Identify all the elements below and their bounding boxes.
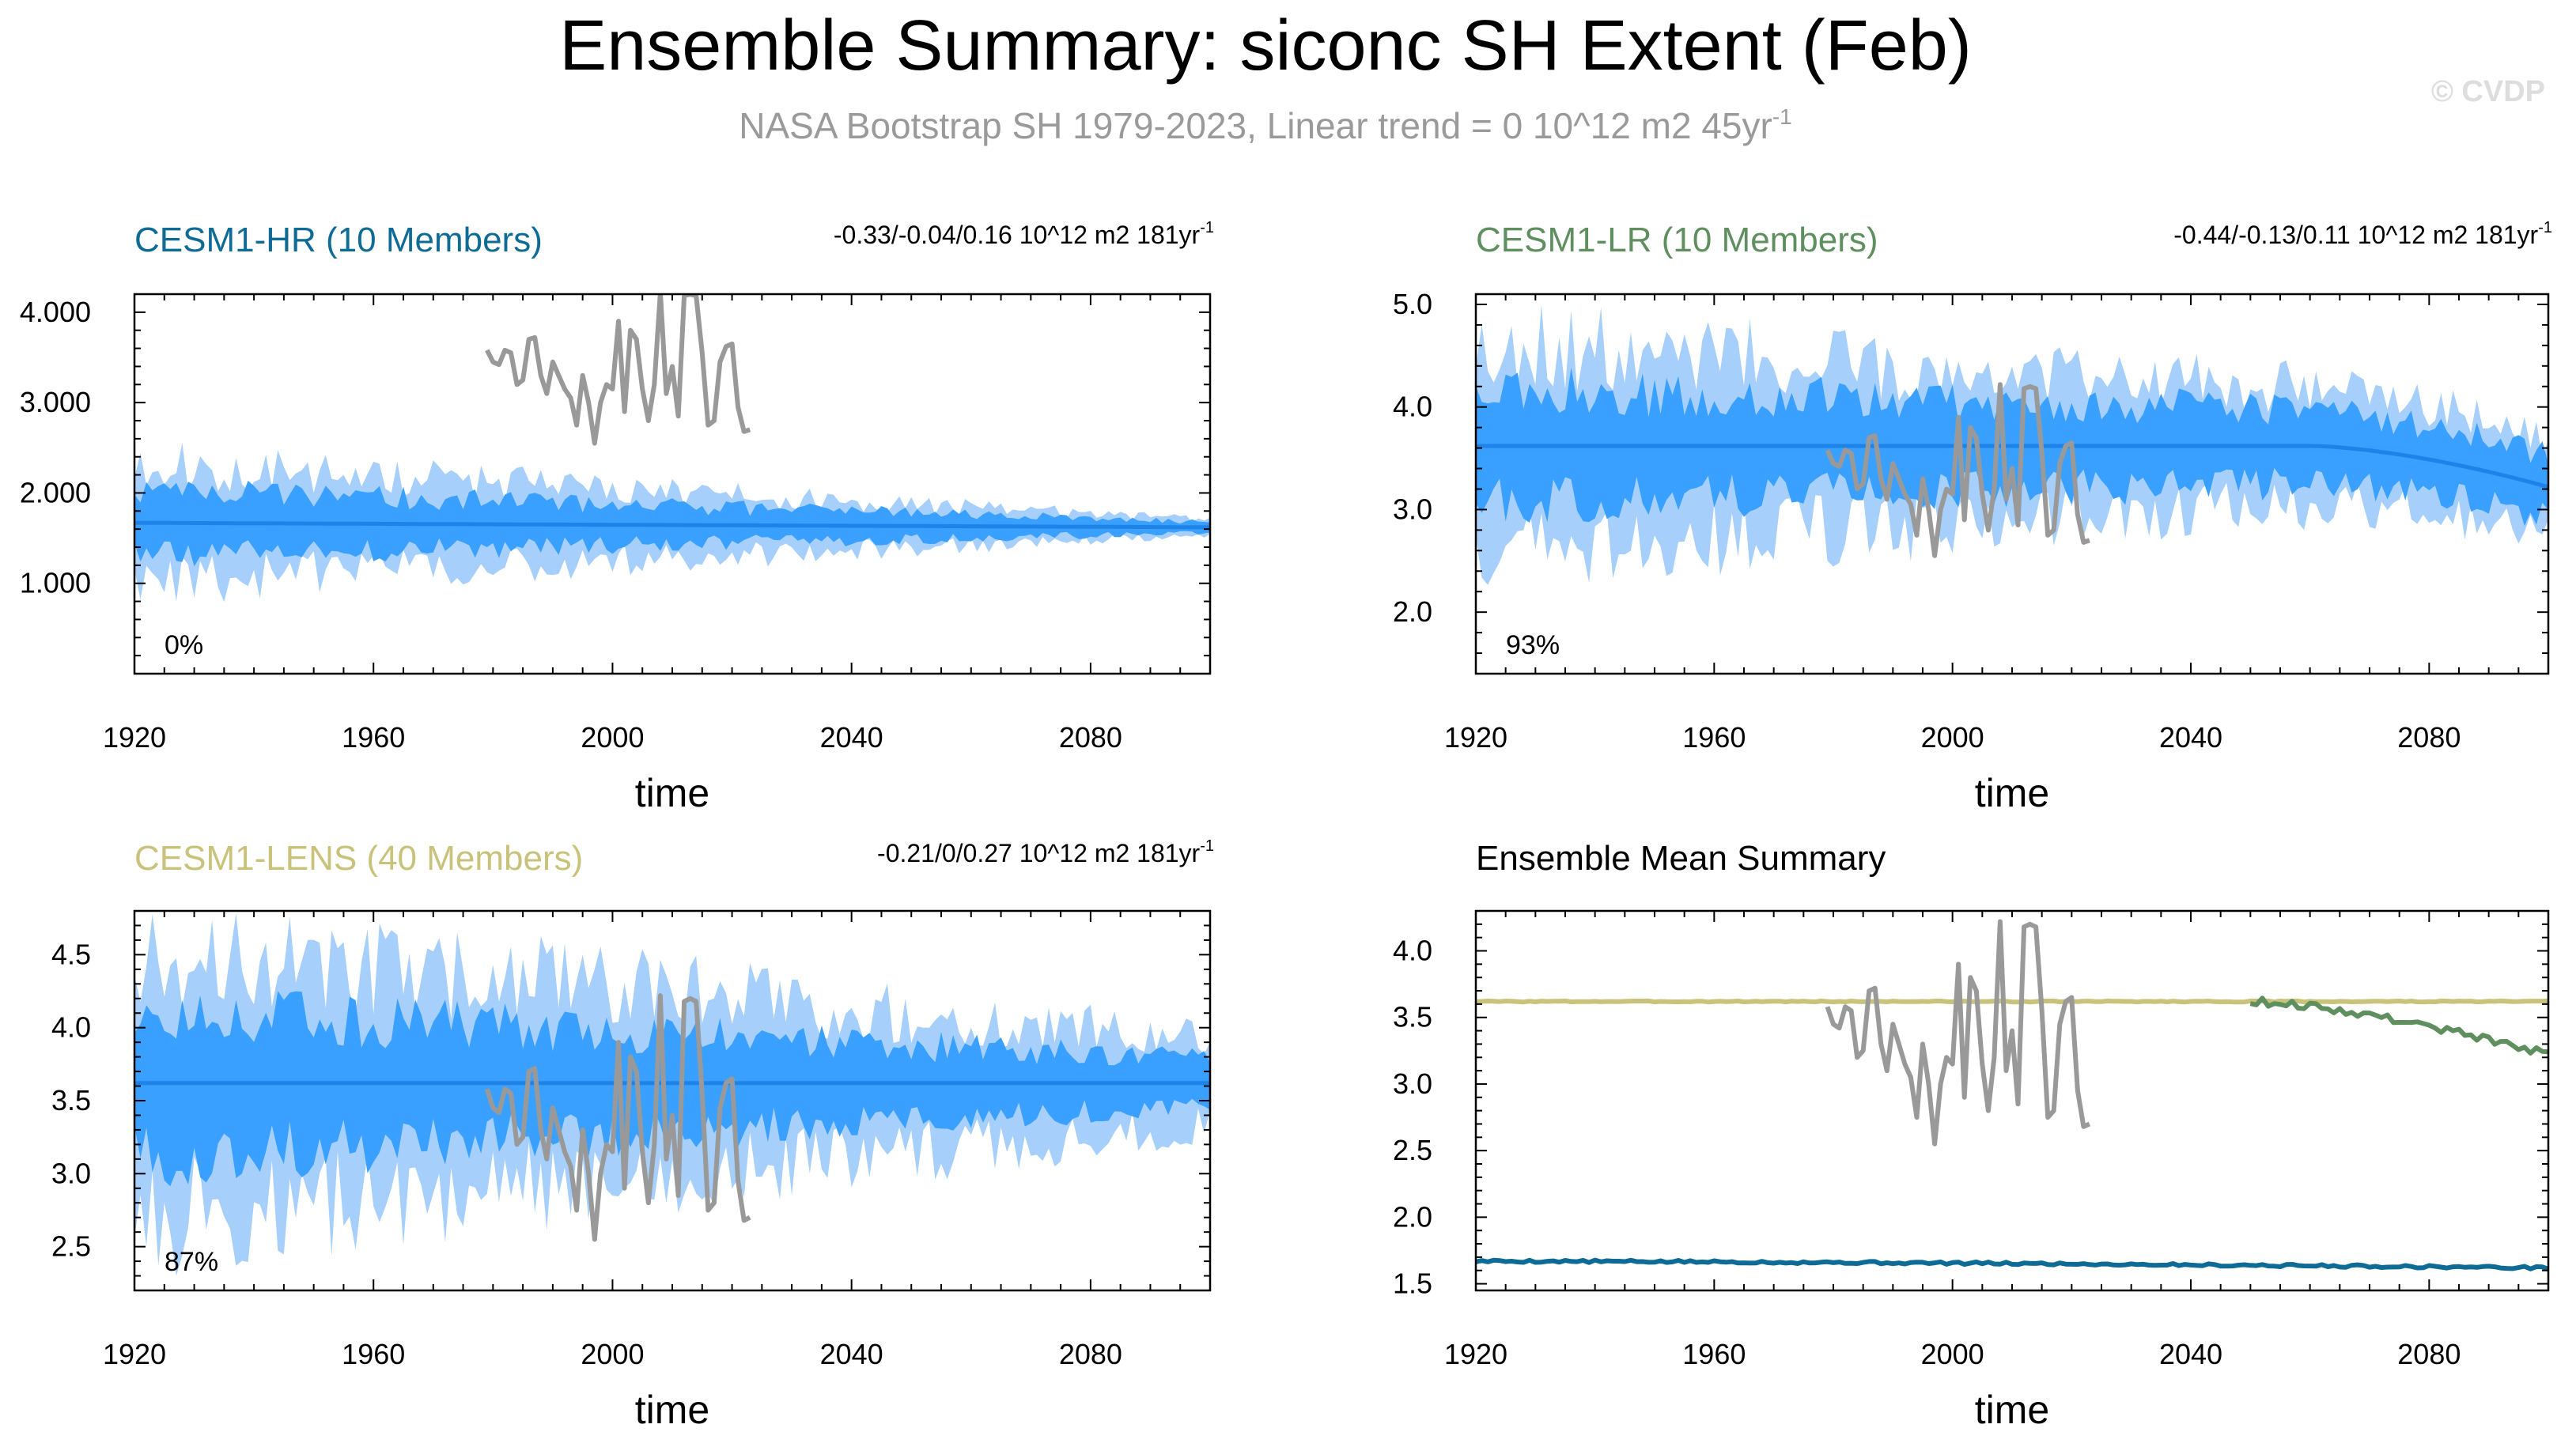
mean-series-line-cesm1-lr — [2249, 996, 2548, 1056]
y-tick-label: 3.0 — [51, 1157, 91, 1189]
trend-stats-sup: -1 — [1200, 837, 1214, 855]
trend-stats: -0.44/-0.13/0.11 10^12 m2 181yr-1 — [2173, 219, 2552, 249]
x-tick-label: 2080 — [2397, 1338, 2461, 1370]
panel-cesm1-hr: 1920 1960 2000 2040 2080 1.000 2.000 3.000 4.000… — [20, 219, 1214, 815]
mean-series-line-cesm1-hr — [1476, 1257, 2548, 1271]
mean-series-line-cesm1-lens — [1476, 998, 2548, 1005]
trend-stats-sup: -1 — [1200, 219, 1214, 236]
x-tick-label: 2040 — [820, 721, 883, 754]
y-tick-label: 4.0 — [1393, 935, 1432, 967]
x-axis-label: time — [1975, 1388, 2049, 1432]
panel-title: CESM1-HR (10 Members) — [134, 221, 543, 259]
obs-line — [1825, 382, 2090, 558]
obs-line — [485, 294, 751, 446]
ensemble-mean-line — [1476, 444, 2548, 489]
panel-title: Ensemble Mean Summary — [1476, 839, 1886, 878]
y-tick-label: 4.0 — [1393, 391, 1432, 423]
y-tick-label: 2.5 — [1393, 1134, 1432, 1166]
trend-stats: -0.33/-0.04/0.16 10^12 m2 181yr-1 — [834, 219, 1214, 249]
watermark: © CVDP — [2431, 75, 2545, 108]
x-tick-label: 2000 — [1921, 721, 1984, 754]
plot-area — [1476, 919, 2548, 1271]
panel-cesm1-lr: 1920 1960 2000 2040 2080 2.0 3.0 4.0 5.0 time CESM… — [1393, 219, 2552, 815]
figure-subtitle-sup: -1 — [1772, 104, 1792, 129]
x-tick-label: 1920 — [1444, 1338, 1507, 1370]
trend-stats-text: -0.33/-0.04/0.16 10^12 m2 181yr — [834, 221, 1201, 249]
trend-stats-text: -0.21/0/0.27 10^12 m2 181yr — [877, 839, 1201, 867]
x-tick-label: 1920 — [103, 721, 166, 754]
y-tick-label: 5.0 — [1393, 288, 1432, 320]
x-tick-label: 1960 — [1682, 721, 1746, 754]
percent-label: 0% — [165, 630, 203, 660]
x-tick-label: 2000 — [1921, 1338, 1984, 1370]
y-tick-label: 2.5 — [51, 1230, 91, 1263]
panel-title: CESM1-LR (10 Members) — [1476, 221, 1878, 259]
x-tick-label: 2000 — [581, 1338, 644, 1370]
plot-frame — [133, 909, 1212, 1292]
y-tick-label: 2.0 — [1393, 595, 1432, 628]
trend-stats-sup: -1 — [2538, 219, 2552, 236]
percent-label: 93% — [1506, 630, 1560, 660]
x-tick-label: 2080 — [1059, 1338, 1122, 1370]
y-tick-label: 4.0 — [51, 1011, 91, 1044]
ensemble-mean-line — [134, 520, 1210, 530]
x-tick-label: 2080 — [1059, 721, 1122, 754]
trend-stats-text: -0.44/-0.13/0.11 10^12 m2 181yr — [2173, 221, 2538, 249]
x-tick-label: 1920 — [103, 1338, 166, 1370]
x-axis-label: time — [1975, 771, 2049, 815]
x-axis-label: time — [635, 1388, 709, 1432]
y-tick-label: 3.0 — [1393, 1067, 1432, 1100]
obs-line — [1825, 919, 2091, 1147]
x-tick-label: 1960 — [342, 721, 405, 754]
x-tick-label: 1960 — [342, 1338, 405, 1370]
plot-frame — [133, 293, 1212, 675]
panel-cesm1-lens: 1920 1960 2000 2040 2080 2.5 3.0 3.5 4.0 4.5 time C… — [51, 837, 1214, 1432]
trend-stats: -0.21/0/0.27 10^12 m2 181yr-1 — [877, 837, 1214, 867]
x-axis-label: time — [635, 771, 709, 815]
plot-frame — [1474, 293, 2550, 675]
y-tick-label: 3.5 — [1393, 1001, 1432, 1033]
x-tick-label: 2080 — [2397, 721, 2461, 754]
x-tick-label: 2040 — [2159, 1338, 2222, 1370]
y-tick-label: 4.5 — [51, 938, 91, 970]
figure-title: Ensemble Summary: siconc SH Extent (Feb) — [559, 6, 1972, 85]
figure-subtitle-text: NASA Bootstrap SH 1979-2023, Linear tren… — [739, 105, 1772, 146]
y-tick-label: 4.000 — [20, 296, 91, 328]
y-tick-label: 1.000 — [20, 567, 91, 599]
figure-subtitle: NASA Bootstrap SH 1979-2023, Linear tren… — [739, 104, 1791, 146]
plot-area — [134, 913, 1210, 1276]
y-tick-label: 2.0 — [1393, 1200, 1432, 1233]
obs-line — [484, 993, 751, 1242]
x-tick-label: 2040 — [2159, 721, 2222, 754]
percent-label: 87% — [165, 1247, 218, 1277]
panel-title: CESM1-LENS (40 Members) — [134, 839, 583, 878]
x-tick-label: 1920 — [1444, 721, 1507, 754]
y-tick-label: 1.5 — [1393, 1268, 1432, 1300]
y-tick-label: 2.000 — [20, 476, 91, 508]
x-tick-label: 2040 — [820, 1338, 883, 1370]
y-tick-label: 3.000 — [20, 386, 91, 418]
plot-area — [1476, 304, 2548, 585]
panel-ensemble-mean: 1920 1960 2000 2040 2080 1.5 2.0 2.5 3.0 3.5 4.0 ti… — [1393, 839, 2550, 1432]
ensemble-iqr-band — [134, 991, 1210, 1187]
x-tick-label: 2000 — [581, 721, 644, 754]
y-tick-label: 3.0 — [1393, 493, 1432, 525]
y-tick-label: 3.5 — [51, 1084, 91, 1116]
plot-frame — [1474, 909, 2550, 1292]
plot-area — [134, 294, 1210, 603]
x-tick-label: 1960 — [1682, 1338, 1746, 1370]
